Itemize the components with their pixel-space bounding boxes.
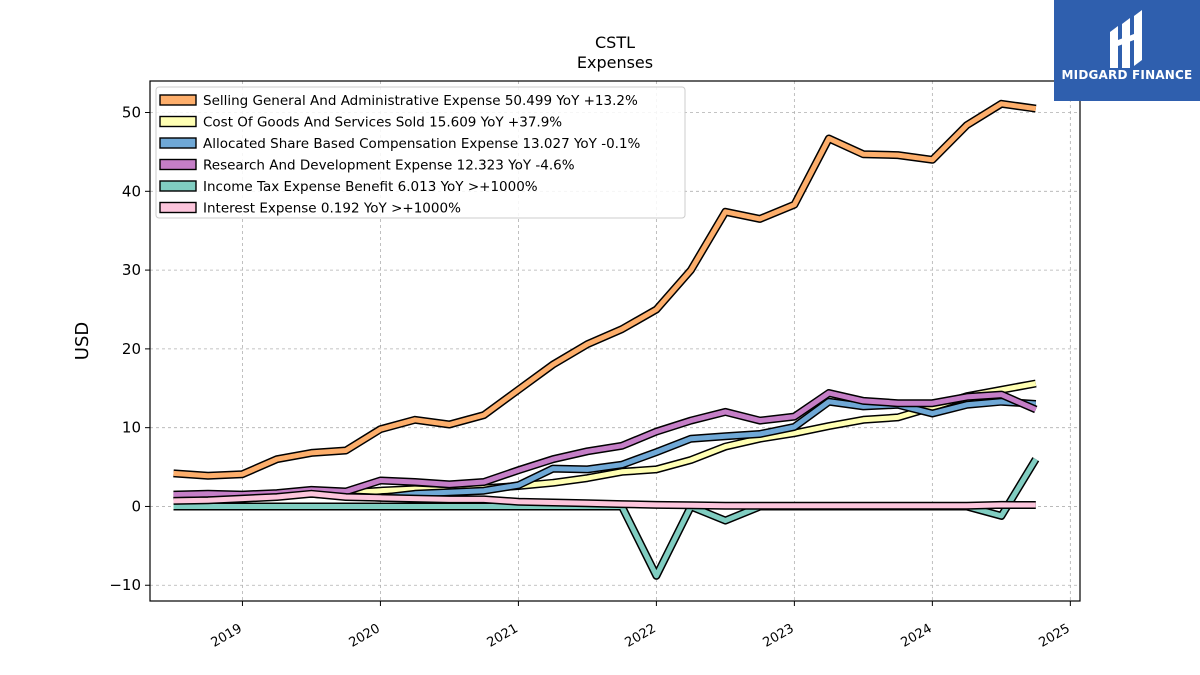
legend-entry: Income Tax Expense Benefit 6.013 YoY >+1… bbox=[203, 179, 538, 195]
y-tick-label: 30 bbox=[122, 261, 141, 279]
logo-text: MIDGARD FINANCE bbox=[1061, 68, 1193, 82]
x-axis: 2019 2020 2021 2022 2023 2024 2025 bbox=[209, 601, 1073, 651]
series-line-fill bbox=[173, 101, 1037, 479]
chart-title: CSTL bbox=[595, 33, 635, 52]
legend-entry: Cost Of Goods And Services Sold 15.609 Y… bbox=[203, 115, 562, 131]
legend-entry: Allocated Share Based Compensation Expen… bbox=[203, 136, 641, 152]
logo: MIDGARD FINANCE bbox=[1054, 0, 1200, 101]
y-tick-label: −10 bbox=[109, 576, 141, 594]
legend-swatch bbox=[159, 94, 197, 106]
y-tick-label: 10 bbox=[122, 419, 141, 437]
midgard-logo-icon bbox=[1110, 10, 1142, 68]
y-axis-label: USD bbox=[72, 322, 93, 360]
y-tick-label: 50 bbox=[122, 104, 141, 122]
legend-swatch bbox=[159, 201, 197, 214]
plot-frame bbox=[149, 80, 1081, 602]
legend-entry: Research And Development Expense 12.323 … bbox=[203, 158, 575, 174]
x-tick-label: 2025 bbox=[1037, 621, 1073, 651]
x-tick-label: 2020 bbox=[347, 621, 383, 651]
legend-swatch bbox=[159, 180, 197, 192]
chart-subtitle: Expenses bbox=[577, 53, 653, 72]
series-line-fill bbox=[173, 491, 1036, 509]
series-line bbox=[173, 489, 1036, 510]
legend-swatch bbox=[159, 115, 197, 128]
series-line-fill bbox=[173, 390, 1037, 498]
x-tick-label: 2019 bbox=[209, 621, 245, 651]
legend-entry: Interest Expense 0.192 YoY >+1000% bbox=[203, 201, 461, 217]
x-tick-label: 2021 bbox=[485, 621, 521, 651]
series-line bbox=[173, 389, 1038, 499]
y-tick-label: 0 bbox=[131, 497, 141, 515]
series-line bbox=[173, 99, 1037, 480]
legend-entry: Selling General And Administrative Expen… bbox=[203, 93, 638, 109]
legend-box bbox=[155, 86, 686, 219]
series-layer bbox=[173, 99, 1040, 580]
y-tick-label: 20 bbox=[122, 340, 141, 358]
y-tick-label: 40 bbox=[122, 182, 141, 200]
x-tick-label: 2024 bbox=[899, 621, 935, 651]
y-axis: −10 0 10 20 30 40 50 bbox=[109, 104, 150, 594]
x-tick-label: 2023 bbox=[761, 621, 797, 651]
legend-swatch bbox=[159, 137, 197, 149]
legend-swatch bbox=[159, 158, 197, 171]
legend: Selling General And Administrative Expen… bbox=[155, 86, 686, 219]
x-tick-label: 2022 bbox=[623, 621, 659, 651]
